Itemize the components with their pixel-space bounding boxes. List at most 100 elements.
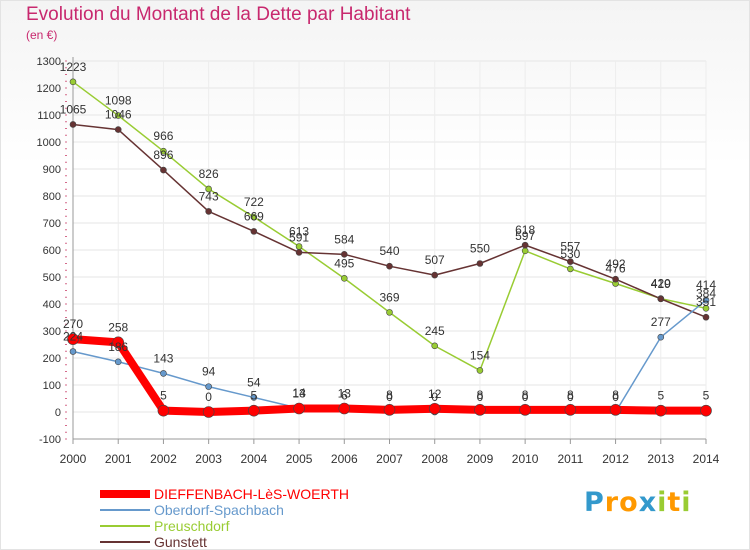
data-label: 12 xyxy=(428,387,442,401)
y-tick-label: 600 xyxy=(43,245,61,257)
data-label: 143 xyxy=(153,351,173,365)
data-label: 1046 xyxy=(105,108,132,122)
legend-item: Oberdorf-Spachbach xyxy=(100,502,420,518)
data-label: 384 xyxy=(696,286,716,300)
x-tick-label: 2011 xyxy=(557,452,583,466)
x-tick-label: 2002 xyxy=(150,452,177,466)
data-point xyxy=(250,394,258,401)
data-point xyxy=(609,404,622,416)
data-point xyxy=(157,404,170,417)
y-tick-label: 200 xyxy=(43,353,61,365)
data-point xyxy=(700,404,712,417)
data-point xyxy=(567,265,574,273)
y-tick-label: 300 xyxy=(43,326,61,338)
data-label: 94 xyxy=(202,365,216,379)
chart-unit-label: (en €) xyxy=(26,28,58,42)
data-point xyxy=(612,275,619,283)
data-label: 557 xyxy=(560,240,580,254)
data-label: 5 xyxy=(657,389,664,403)
data-point xyxy=(657,333,665,341)
logo-letter: i xyxy=(657,487,668,518)
x-tick-label: 2007 xyxy=(376,452,403,466)
data-point xyxy=(386,309,393,316)
x-tick-label: 2013 xyxy=(647,452,674,466)
data-point xyxy=(114,112,122,119)
y-tick-label: 500 xyxy=(43,272,61,284)
data-point xyxy=(519,404,531,416)
data-label: 0 xyxy=(386,390,393,404)
x-tick-label: 2003 xyxy=(195,452,222,466)
x-tick-label: 2005 xyxy=(286,452,313,466)
data-point xyxy=(340,275,348,282)
data-point xyxy=(160,147,167,155)
legend-label: DIEFFENBACH-LèS-WOERTH xyxy=(154,486,349,502)
logo-letter: i xyxy=(681,487,692,518)
data-point xyxy=(160,370,167,377)
data-point xyxy=(702,296,710,304)
y-tick-label: 800 xyxy=(43,191,61,203)
legend-item: Preuschdorf xyxy=(100,518,420,534)
data-point xyxy=(476,260,484,267)
data-label: 0 xyxy=(477,390,484,404)
data-point xyxy=(160,166,167,174)
data-point xyxy=(114,126,122,133)
data-point xyxy=(295,249,303,256)
data-point xyxy=(428,402,441,415)
data-label: 6 xyxy=(341,388,348,402)
data-point xyxy=(476,367,484,374)
data-point xyxy=(564,404,577,416)
logo-letter: t xyxy=(667,487,682,518)
data-label: 584 xyxy=(334,232,354,246)
data-label: 896 xyxy=(153,148,173,162)
data-label: 5 xyxy=(251,389,258,403)
legend-swatch xyxy=(100,525,150,527)
data-label: 540 xyxy=(379,244,399,258)
y-tick-label: 1200 xyxy=(37,83,61,95)
data-point xyxy=(702,305,710,312)
data-point xyxy=(702,313,710,321)
data-label: 597 xyxy=(515,229,535,243)
data-label: 495 xyxy=(334,256,354,270)
legend-swatch xyxy=(100,509,150,511)
data-point xyxy=(248,404,260,417)
data-label: 669 xyxy=(244,209,264,223)
data-label: 224 xyxy=(63,330,83,344)
data-point xyxy=(383,404,396,416)
legend-swatch xyxy=(100,490,150,498)
data-label: 270 xyxy=(63,317,83,331)
data-point xyxy=(431,342,439,350)
data-label: 54 xyxy=(247,375,261,389)
data-label: 613 xyxy=(289,224,309,238)
data-label: 0 xyxy=(522,390,529,404)
data-label: 8 xyxy=(612,388,619,402)
data-label: 258 xyxy=(108,320,128,334)
data-point xyxy=(205,208,212,215)
data-point xyxy=(205,185,212,193)
logo-letter: r xyxy=(604,487,620,518)
data-point xyxy=(202,406,215,418)
x-tick-label: 2010 xyxy=(512,452,539,466)
proxiti-logo: Proxiti xyxy=(584,487,692,518)
y-tick-label: 0 xyxy=(55,407,61,419)
data-label: 0 xyxy=(431,390,438,404)
data-point xyxy=(431,271,439,279)
data-point xyxy=(114,358,122,366)
data-label: 186 xyxy=(108,340,128,354)
data-point xyxy=(69,121,77,128)
y-tick-label: 400 xyxy=(43,299,61,311)
y-tick-label: 900 xyxy=(43,164,61,176)
legend-label: Gunstett xyxy=(154,534,207,550)
data-label: 277 xyxy=(651,315,671,329)
y-tick-label: 1000 xyxy=(37,137,61,149)
data-label: 1098 xyxy=(105,94,132,108)
data-label: 8 xyxy=(522,388,529,402)
data-point xyxy=(112,336,125,349)
logo-letter: x xyxy=(638,487,658,518)
y-tick-label: 1100 xyxy=(37,110,61,122)
data-point xyxy=(654,404,667,417)
data-label: 414 xyxy=(696,278,716,292)
data-label: 8 xyxy=(386,388,393,402)
data-label: 0 xyxy=(612,390,619,404)
y-tick-label: 700 xyxy=(43,218,61,230)
